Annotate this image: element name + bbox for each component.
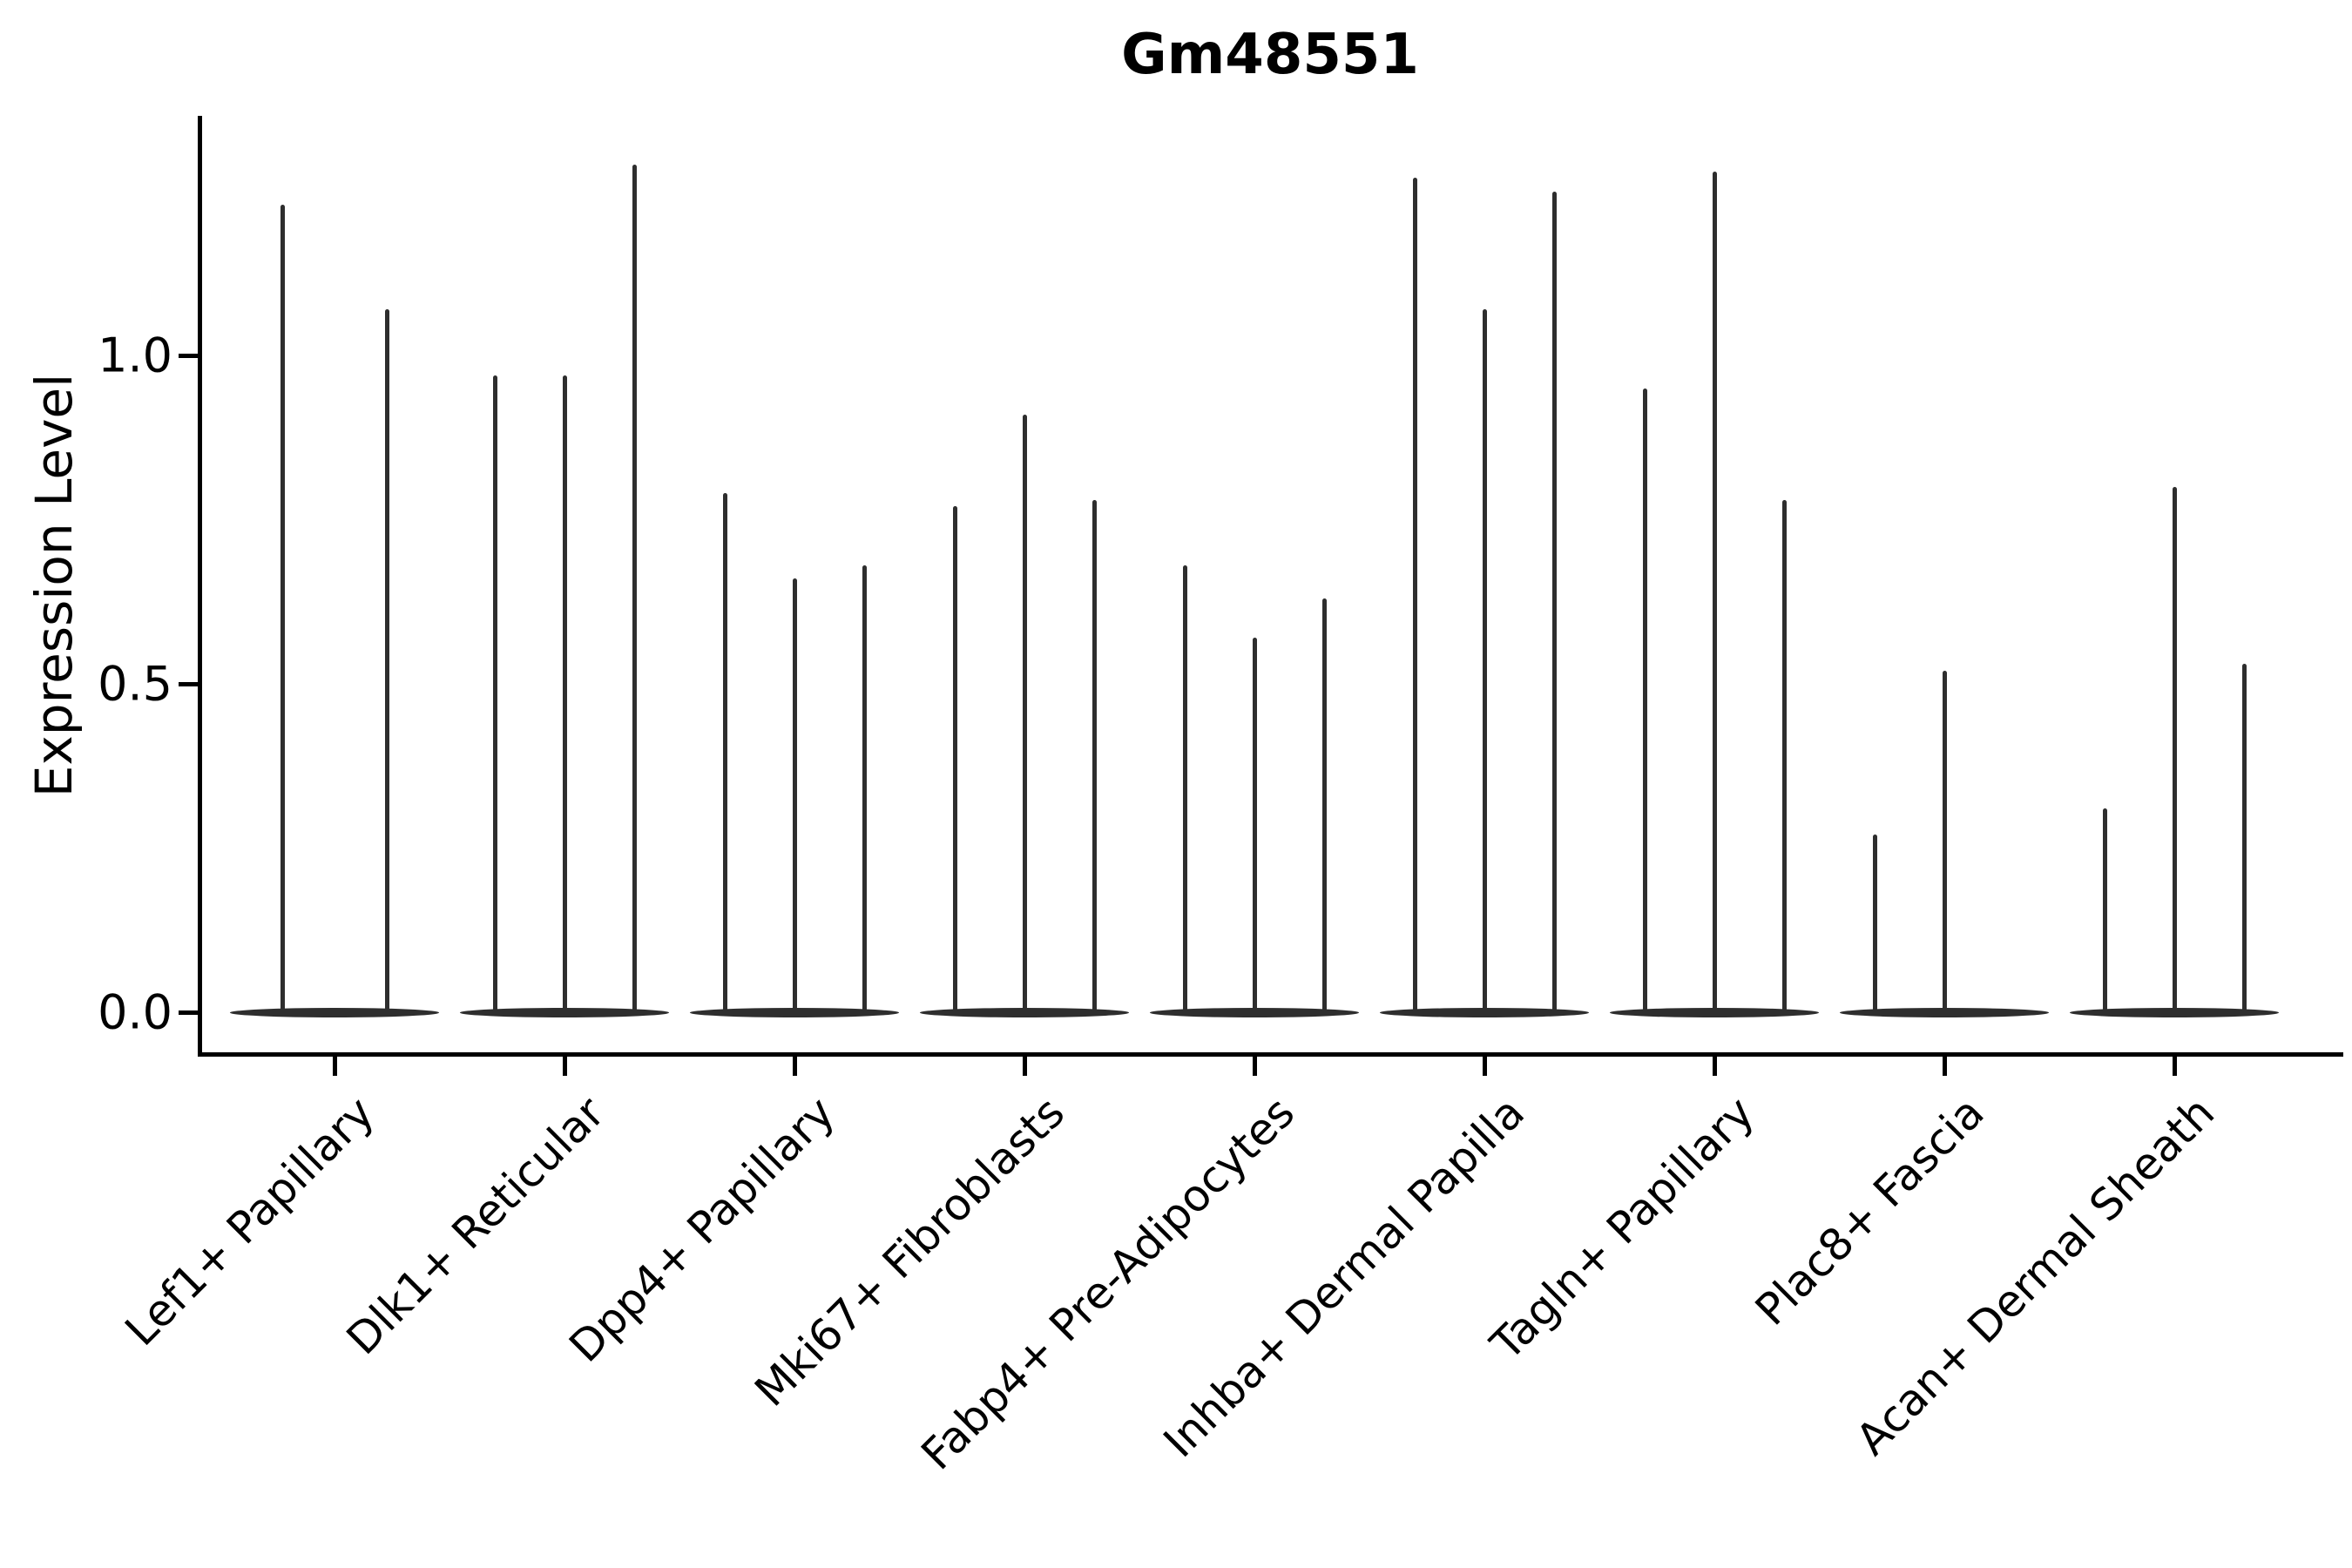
violin-stem xyxy=(1712,171,1717,1012)
x-axis-tick xyxy=(1482,1057,1487,1076)
violin-stem xyxy=(2172,486,2177,1012)
violin-base xyxy=(1840,1007,2049,1017)
x-axis-tick xyxy=(792,1057,797,1076)
x-axis-tick xyxy=(1252,1057,1257,1076)
x-tick-label: Fabp4+ Pre-Adipocytes xyxy=(911,1087,1305,1480)
violin-stem xyxy=(1642,388,1647,1012)
x-axis-tick xyxy=(1942,1057,1947,1076)
x-tick-label: Plac8+ Fascia xyxy=(1746,1087,1995,1335)
violin-stem xyxy=(1252,638,1257,1012)
y-tick-label: 1.0 xyxy=(98,328,172,383)
x-tick-label: Lef1+ Papillary xyxy=(115,1087,385,1356)
violin-stem xyxy=(1781,499,1787,1012)
violin-stem xyxy=(1412,178,1417,1012)
violin-base xyxy=(920,1007,1129,1017)
violin-base xyxy=(1150,1007,1359,1017)
violin-stem xyxy=(722,493,727,1012)
violin-stem xyxy=(952,506,957,1012)
violin-stem xyxy=(1872,835,1877,1012)
violin-stem xyxy=(1321,598,1327,1012)
violin-stem xyxy=(1092,499,1097,1012)
violin-stem xyxy=(792,578,797,1012)
violin-base xyxy=(460,1007,669,1017)
violin-stem xyxy=(384,309,389,1012)
y-axis-tick xyxy=(179,1010,198,1015)
y-axis-tick xyxy=(179,681,198,686)
violin-base xyxy=(2070,1007,2279,1017)
violin-stem xyxy=(2241,664,2247,1012)
plot-title: Gm48551 xyxy=(1121,23,1419,87)
violin-stem xyxy=(1482,309,1487,1012)
violin-stem xyxy=(1022,414,1027,1012)
x-axis-tick xyxy=(2172,1057,2177,1076)
y-tick-label: 0.0 xyxy=(98,984,172,1040)
violin-base xyxy=(230,1007,439,1017)
x-axis-tick xyxy=(1022,1057,1027,1076)
violin-base xyxy=(1380,1007,1589,1017)
violin-stem xyxy=(1551,191,1557,1012)
violin-stem xyxy=(862,565,867,1012)
x-axis-tick xyxy=(332,1057,337,1076)
x-axis-tick xyxy=(1712,1057,1717,1076)
violin-base xyxy=(1610,1007,1819,1017)
violin-stem xyxy=(280,204,285,1012)
y-tick-label: 0.5 xyxy=(98,656,172,712)
violin-base xyxy=(690,1007,899,1017)
plot-area xyxy=(198,116,2343,1057)
y-axis-label: Expression Level xyxy=(24,373,84,798)
violin-stem xyxy=(1942,670,1947,1012)
violin-stem xyxy=(562,375,567,1012)
violin-stem xyxy=(492,375,497,1012)
y-axis-tick xyxy=(179,353,198,358)
violin-stem xyxy=(632,165,637,1012)
x-axis-tick xyxy=(562,1057,567,1076)
violin-stem xyxy=(1182,565,1187,1012)
violin-stem xyxy=(2102,808,2107,1012)
